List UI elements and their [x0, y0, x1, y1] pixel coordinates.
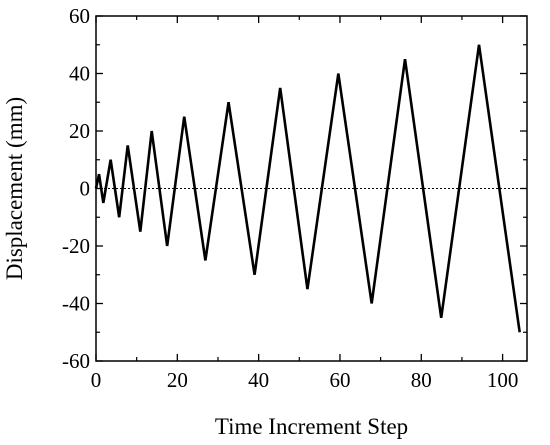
y-tick-label: 20 — [69, 119, 90, 143]
y-tick-label: 60 — [69, 4, 90, 28]
x-tick-label: 0 — [91, 368, 102, 392]
x-tick-label: 100 — [487, 368, 519, 392]
x-axis-title: Time Increment Step — [215, 414, 408, 439]
y-axis-title: Displacement (mm) — [2, 97, 27, 280]
x-axis-ticks: 0 20 40 60 80 100 — [91, 16, 519, 392]
y-tick-label: 40 — [69, 62, 90, 86]
x-tick-label: 80 — [411, 368, 432, 392]
y-tick-label: -60 — [62, 349, 90, 373]
x-tick-label: 40 — [248, 368, 269, 392]
x-tick-label: 60 — [329, 368, 350, 392]
x-tick-label: 20 — [167, 368, 188, 392]
y-axis-ticks: -60 -40 -20 0 20 40 60 — [62, 4, 527, 373]
series-layer — [94, 44, 521, 333]
series-line — [94, 44, 521, 333]
y-tick-label: -20 — [62, 234, 90, 258]
y-tick-label: 0 — [80, 177, 91, 201]
y-tick-label: -40 — [62, 292, 90, 316]
